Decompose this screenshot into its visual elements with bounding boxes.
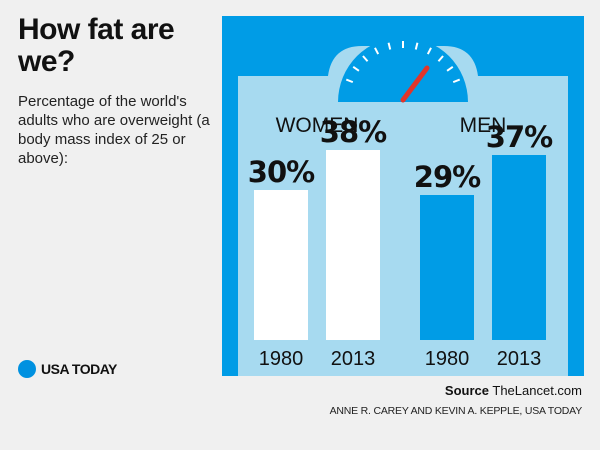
bar-men-1980	[420, 195, 474, 340]
scale-body	[238, 46, 568, 376]
page-subtitle: Percentage of the world's adults who are…	[18, 93, 210, 167]
dial-tick	[374, 47, 380, 55]
data-label-men-2013: 37%	[486, 120, 553, 154]
source-label: Source	[444, 383, 489, 398]
bar-women-1980	[254, 190, 308, 340]
tick-label-men-2013: 2013	[497, 348, 542, 370]
bar-women-2013	[326, 150, 380, 340]
blue-dot-icon	[18, 360, 36, 378]
scale-needle	[400, 65, 430, 103]
data-label-women-1980: 30%	[248, 155, 315, 189]
data-label-men-1980: 29%	[414, 160, 481, 194]
brand-logo: USA TODAY	[18, 358, 117, 380]
dial-tick	[345, 78, 354, 84]
dial-tick	[446, 65, 454, 72]
page-title: How fat are we?	[18, 13, 175, 78]
source-value: TheLancet.com	[492, 383, 582, 398]
data-label-women-2013: 38%	[320, 115, 387, 149]
tick-label-women-1980: 1980	[259, 348, 304, 370]
group-label-men: MEN	[460, 114, 507, 137]
bar-men-2013	[492, 155, 546, 340]
dial-tick	[362, 55, 369, 62]
bar-chart: WOMEN 30% 1980 38% 2013 MEN 29% 1980 37% 2013	[222, 16, 584, 376]
credit-line: ANNE R. CAREY AND KEVIN A. KEPPLE, USA T…	[329, 405, 583, 417]
dial-ticks	[345, 41, 461, 84]
dial-tick	[414, 42, 419, 50]
dial-tick	[437, 55, 444, 62]
source-line: Source TheLancet.com	[445, 383, 582, 398]
dial-tick	[387, 42, 392, 50]
group-label-women: WOMEN	[276, 114, 359, 137]
scale-dial	[338, 37, 468, 102]
tick-label-women-2013: 2013	[331, 348, 376, 370]
tick-label-men-1980: 1980	[425, 348, 470, 370]
dial-tick	[452, 78, 461, 84]
dial-tick	[352, 65, 360, 72]
brand-name: USA TODAY	[41, 361, 117, 377]
dial-tick	[426, 47, 432, 55]
